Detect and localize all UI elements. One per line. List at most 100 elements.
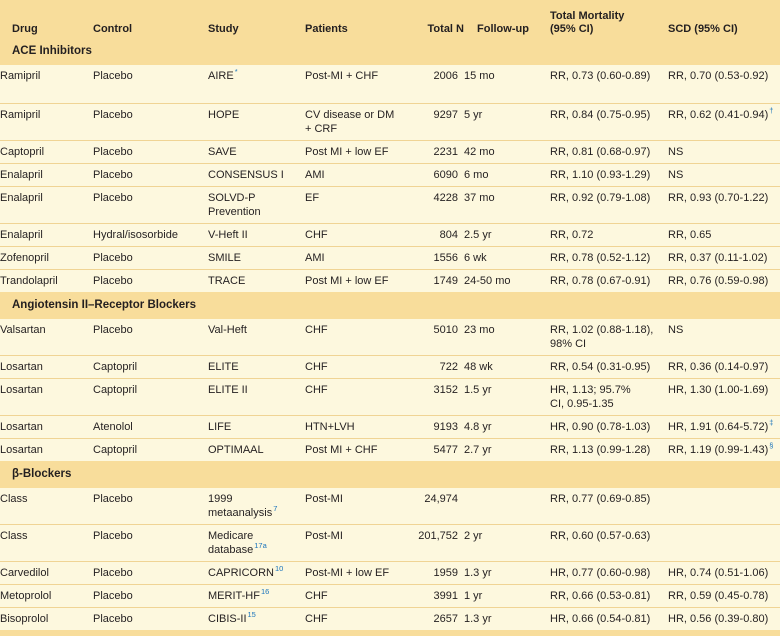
cell-text: Placebo: [93, 275, 133, 287]
column-header-study: Study: [208, 0, 305, 38]
cell-control: Placebo: [93, 65, 208, 104]
cell-text: Val-Heft: [208, 324, 247, 336]
cell-drug: Carvedilol: [0, 561, 93, 585]
cell-text: Post MI + CHF: [305, 444, 378, 456]
cell-text: 1.3 yr: [464, 567, 492, 579]
cell-follow-up: 6 mo: [464, 163, 550, 187]
cell-text: HTN+LVH: [305, 421, 355, 433]
cell-mortality: RR, 1.02 (0.88-1.18), 98% CI: [550, 319, 668, 356]
cell-drug: Metoprolol: [0, 584, 93, 608]
cell-mortality: HR, 1.13; 95.7% CI, 0.95-1.35: [550, 378, 668, 416]
cell-mortality: RR, 0.92 (0.79-1.08): [550, 186, 668, 224]
table-bottom-strip: [0, 630, 780, 636]
cell-text: 5477: [433, 444, 458, 456]
cell-text: Placebo: [93, 169, 133, 181]
section-title: Angiotensin II–Receptor Blockers: [0, 292, 780, 319]
cell-text: CV disease or DM + CRF: [305, 109, 395, 135]
cell-study: CONSENSUS I: [208, 163, 305, 187]
cell-scd: RR, 0.70 (0.53-0.92): [668, 65, 780, 104]
cell-study: CAPRICORN10: [208, 561, 305, 585]
cell-text: RR, 0.62 (0.41-0.94): [668, 109, 769, 121]
cell-text: RR, 0.81 (0.68-0.97): [550, 146, 651, 158]
cell-text: Placebo: [93, 192, 133, 204]
cell-drug: Zofenopril: [0, 246, 93, 270]
cell-text: Placebo: [93, 567, 133, 579]
cell-follow-up: 4.8 yr: [464, 415, 550, 439]
cell-scd: NS: [668, 140, 780, 164]
cell-text: HR, 1.30 (1.00-1.69): [668, 384, 769, 396]
table-row: Zofenopril Placebo SMILE AMI 1556 6 wk RR, 0.7…: [0, 246, 780, 270]
cell-text: Ramipril: [0, 70, 41, 82]
cell-text: Bisoprolol: [0, 613, 49, 625]
cell-study: Val-Heft: [208, 319, 305, 356]
cell-text: Enalapril: [0, 192, 43, 204]
cell-text: 5 yr: [464, 109, 483, 121]
cell-control: Placebo: [93, 186, 208, 224]
cell-text: Captopril: [93, 361, 138, 373]
cell-scd: HR, 1.91 (0.64-5.72)‡: [668, 415, 780, 439]
reference-superscript: 7: [273, 504, 278, 514]
cell-patients: CHF: [305, 584, 418, 608]
cell-text: 201,752: [418, 530, 458, 542]
cell-drug: Ramipril: [0, 103, 93, 141]
cell-text: V-Heft II: [208, 229, 248, 241]
cell-text: Placebo: [93, 324, 133, 336]
cell-total-n: 5477: [418, 438, 464, 461]
cell-text: AMI: [305, 252, 325, 264]
cell-mortality: RR, 0.73 (0.60-0.89): [550, 65, 668, 104]
cell-mortality: RR, 0.54 (0.31-0.95): [550, 355, 668, 379]
cell-patients: EF: [305, 186, 418, 224]
cell-text: 23 mo: [464, 324, 495, 336]
cell-text: TRACE: [208, 275, 246, 287]
cell-text: 1999 metaanalysis: [208, 493, 273, 519]
cell-text: RR, 0.73 (0.60-0.89): [550, 70, 651, 82]
cell-text: Medicare database: [208, 530, 254, 556]
cell-total-n: 1749: [418, 269, 464, 292]
cell-drug: Losartan: [0, 378, 93, 416]
column-header-follow-up: Follow-up: [464, 0, 550, 38]
table-row: Losartan Atenolol LIFE HTN+LVH 9193 4.8 yr HR,…: [0, 415, 780, 439]
cell-text: 1.5 yr: [464, 384, 492, 396]
cell-text: Post-MI: [305, 530, 343, 542]
cell-control: Atenolol: [93, 415, 208, 439]
cell-follow-up: 6 wk: [464, 246, 550, 270]
cell-scd: RR, 0.37 (0.11-1.02): [668, 246, 780, 270]
cell-study: 1999 metaanalysis7: [208, 488, 305, 525]
cell-scd: NS: [668, 319, 780, 356]
cell-text: MERIT-HF: [208, 590, 260, 602]
cell-total-n: 9193: [418, 415, 464, 439]
reference-superscript: †: [769, 106, 774, 116]
cell-text: Placebo: [93, 493, 133, 505]
cell-scd: RR, 1.19 (0.99-1.43)§: [668, 438, 780, 461]
cell-control: Captopril: [93, 378, 208, 416]
cell-text: Hydral/isosorbide: [93, 229, 178, 241]
cell-text: HOPE: [208, 109, 240, 121]
cell-follow-up: 24-50 mo: [464, 269, 550, 292]
cell-text: Captopril: [93, 384, 138, 396]
cell-text: Placebo: [93, 252, 133, 264]
cell-drug: Trandolapril: [0, 269, 93, 292]
cell-follow-up: 1.3 yr: [464, 561, 550, 585]
column-header-drug: Drug: [0, 0, 93, 38]
cell-text: CHF: [305, 590, 328, 602]
cell-patients: CHF: [305, 319, 418, 356]
cell-patients: AMI: [305, 246, 418, 270]
cell-text: CAPRICORN: [208, 567, 275, 579]
cell-text: Metoprolol: [0, 590, 52, 602]
cell-follow-up: 2.5 yr: [464, 223, 550, 247]
cell-text: 48 wk: [464, 361, 493, 373]
cell-text: RR, 0.78 (0.52-1.12): [550, 252, 651, 264]
table-row: Carvedilol Placebo CAPRICORN10 Post-MI + lo…: [0, 561, 780, 585]
cell-text: CHF: [305, 384, 328, 396]
cell-control: Placebo: [93, 524, 208, 562]
cell-text: Placebo: [93, 590, 133, 602]
table-row: Metoprolol Placebo MERIT-HF16 CHF 3991 1 yr RR…: [0, 584, 780, 608]
cell-mortality: RR, 0.81 (0.68-0.97): [550, 140, 668, 164]
cell-text: Carvedilol: [0, 567, 49, 579]
cell-text: ELITE II: [208, 384, 248, 396]
cell-patients: CHF: [305, 355, 418, 379]
cell-text: 1959: [433, 567, 458, 579]
cell-text: AIRE: [208, 70, 234, 82]
cell-control: Placebo: [93, 561, 208, 585]
